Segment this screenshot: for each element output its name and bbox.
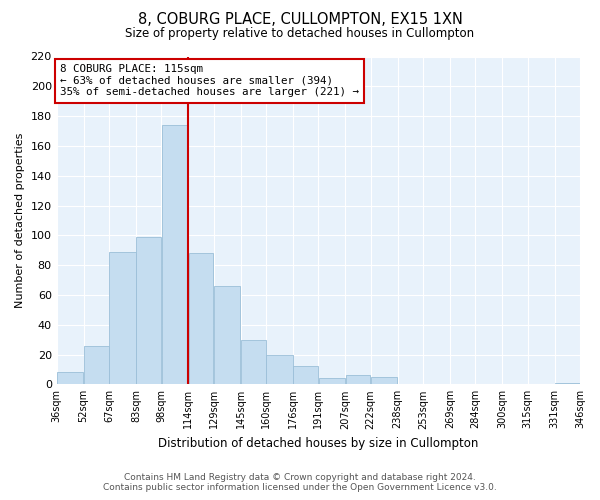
Bar [109,252,136,384]
Bar [136,237,161,384]
Text: Size of property relative to detached houses in Cullompton: Size of property relative to detached ho… [125,28,475,40]
Bar [84,346,109,385]
Text: 8 COBURG PLACE: 115sqm
← 63% of detached houses are smaller (394)
35% of semi-de: 8 COBURG PLACE: 115sqm ← 63% of detached… [60,64,359,97]
X-axis label: Distribution of detached houses by size in Cullompton: Distribution of detached houses by size … [158,437,479,450]
Bar [293,366,318,384]
Bar [555,383,580,384]
Bar [346,376,370,384]
Y-axis label: Number of detached properties: Number of detached properties [15,132,25,308]
Bar [57,372,83,384]
Text: 8, COBURG PLACE, CULLOMPTON, EX15 1XN: 8, COBURG PLACE, CULLOMPTON, EX15 1XN [137,12,463,28]
Bar [266,354,293,384]
Bar [319,378,345,384]
Bar [241,340,266,384]
Bar [188,253,214,384]
Bar [214,286,241,384]
Bar [371,377,397,384]
Text: Contains HM Land Registry data © Crown copyright and database right 2024.
Contai: Contains HM Land Registry data © Crown c… [103,473,497,492]
Bar [161,125,188,384]
